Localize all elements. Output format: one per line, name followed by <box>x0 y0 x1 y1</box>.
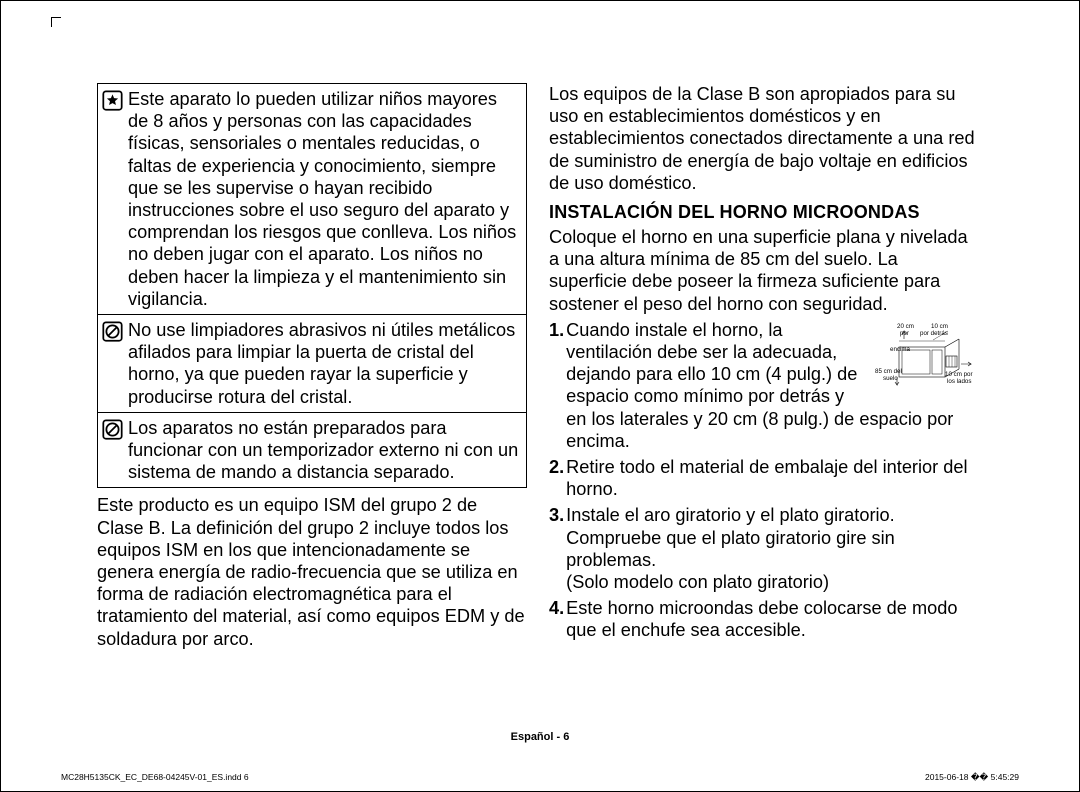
svg-text:por detrás: por detrás <box>920 330 948 337</box>
notice-row: No use limpiadores abrasivos ni útiles m… <box>98 315 526 413</box>
safety-notice-box: Este aparato lo pueden utilizar niños ma… <box>97 83 527 488</box>
step-number: 4. <box>549 597 566 641</box>
step-text: Este horno microondas debe colocarse de … <box>566 597 979 641</box>
notice-row: Este aparato lo pueden utilizar niños ma… <box>98 84 526 315</box>
svg-text:20 cm: 20 cm <box>897 323 914 330</box>
footer-sep: - <box>553 731 563 743</box>
section-heading: INSTALACIÓN DEL HORNO MICROONDAS <box>549 202 979 224</box>
content-area: Este aparato lo pueden utilizar niños ma… <box>97 83 979 723</box>
svg-text:85 cm del: 85 cm del <box>875 368 902 375</box>
notice-text: No use limpiadores abrasivos ni útiles m… <box>128 319 520 408</box>
step-item: 3. Instale el aro giratorio y el plato g… <box>549 504 979 593</box>
print-metadata-line: MC28H5135CK_EC_DE68-04245V-01_ES.indd 6 … <box>61 772 1019 783</box>
body-paragraph: Los equipos de la Clase B son apropiados… <box>549 83 979 194</box>
print-timestamp: 2015-06-18 �� 5:45:29 <box>925 772 1019 783</box>
installation-steps: 1. <box>549 319 979 642</box>
step-number: 2. <box>549 456 566 500</box>
step-text: 20 cm por encima 10 cm por detrás 85 cm … <box>566 319 979 452</box>
notice-text: Los aparatos no están preparados para fu… <box>128 417 520 484</box>
right-column: Los equipos de la Clase B son apropiados… <box>549 83 979 723</box>
manual-page: Este aparato lo pueden utilizar niños ma… <box>0 0 1080 792</box>
step-text: Instale el aro giratorio y el plato gira… <box>566 504 979 593</box>
step-item: 2. Retire todo el material de embalaje d… <box>549 456 979 500</box>
clearance-diagram: 20 cm por encima 10 cm por detrás 85 cm … <box>875 321 979 393</box>
svg-text:los lados: los lados <box>947 378 971 385</box>
page-footer: Español - 6 <box>1 731 1079 743</box>
svg-text:10 cm por: 10 cm por <box>945 371 973 378</box>
print-filename: MC28H5135CK_EC_DE68-04245V-01_ES.indd 6 <box>61 772 249 783</box>
footer-language: Español <box>511 731 554 743</box>
step-item: 1. <box>549 319 979 452</box>
svg-text:por: por <box>900 330 909 337</box>
step-number: 3. <box>549 504 566 593</box>
svg-text:encima: encima <box>890 346 911 353</box>
step-number: 1. <box>549 319 566 452</box>
step-item: 4. Este horno microondas debe colocarse … <box>549 597 979 641</box>
body-paragraph: Este producto es un equipo ISM del grupo… <box>97 494 527 649</box>
body-paragraph: Coloque el horno en una superficie plana… <box>549 226 979 315</box>
left-column: Este aparato lo pueden utilizar niños ma… <box>97 83 527 723</box>
step-text: Retire todo el material de embalaje del … <box>566 456 979 500</box>
crop-mark <box>51 17 61 27</box>
prohibit-icon <box>102 319 128 408</box>
svg-text:10 cm: 10 cm <box>931 323 948 330</box>
prohibit-icon <box>102 417 128 484</box>
svg-text:suelo: suelo <box>883 375 898 382</box>
notice-text: Este aparato lo pueden utilizar niños ma… <box>128 88 520 310</box>
notice-row: Los aparatos no están preparados para fu… <box>98 413 526 488</box>
footer-page-number: 6 <box>563 731 569 743</box>
star-icon <box>102 88 128 310</box>
